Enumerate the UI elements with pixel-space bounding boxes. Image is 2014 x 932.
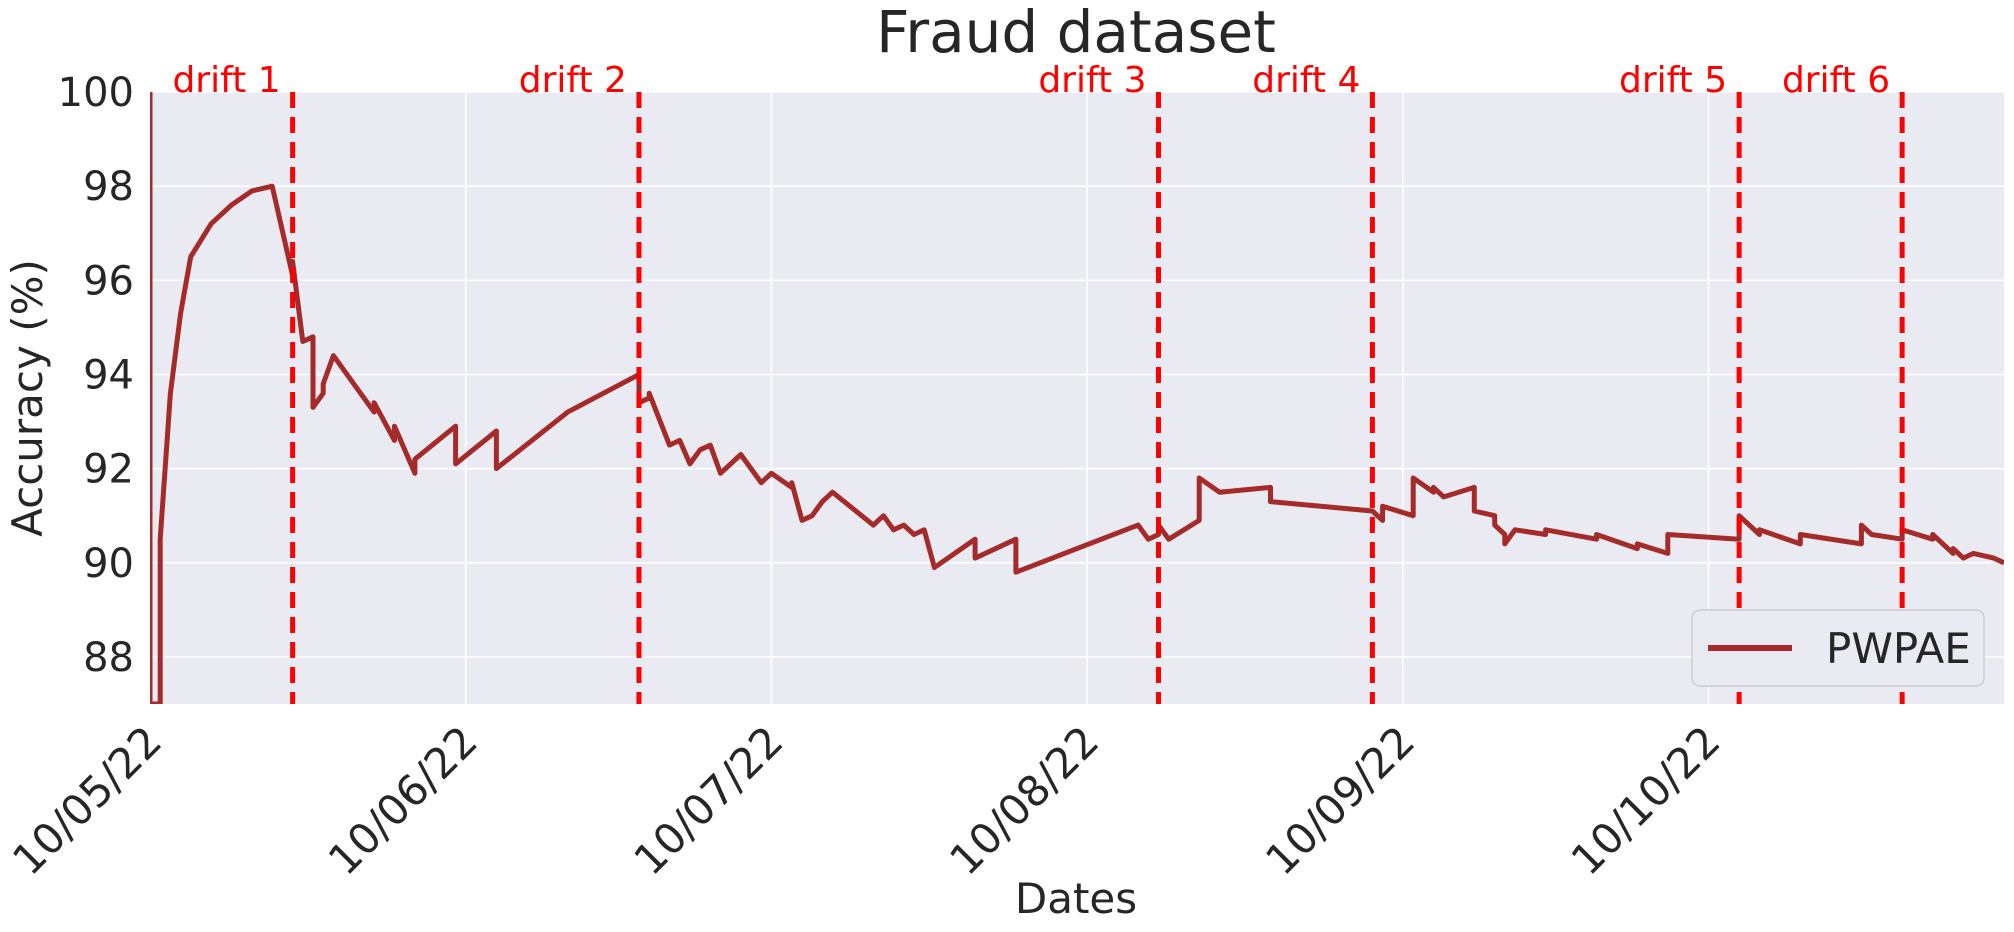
y-tick-label: 92 — [83, 447, 134, 493]
y-tick-label: 90 — [83, 541, 134, 587]
y-tick-label: 100 — [58, 70, 134, 116]
y-axis-label: Accuracy (%) — [3, 259, 52, 537]
legend-box — [1691, 609, 1985, 687]
drift-label-5: drift 5 — [1619, 60, 1727, 101]
series-line-pwpae — [150, 92, 2004, 704]
plot-area — [150, 92, 2004, 704]
x-axis-label: Dates — [1015, 874, 1137, 923]
drift-markers: drift 1 drift 2 drift 3 drift 4 drift 5 drift… — [172, 60, 1905, 704]
x-tick-label: 10/08/22 — [940, 716, 1108, 884]
drift-label-2: drift 2 — [519, 60, 627, 101]
x-axis-ticks: 10/05/22 10/06/22 10/07/22 10/08/22 10/09/22… — [3, 716, 1730, 884]
drift-label-4: drift 4 — [1252, 60, 1360, 101]
y-axis-ticks: 88 90 92 94 96 98 100 — [58, 70, 134, 681]
y-tick-label: 96 — [83, 258, 134, 304]
x-tick-label: 10/07/22 — [624, 716, 792, 884]
x-tick-label: 10/10/22 — [1562, 716, 1730, 884]
drift-label-1: drift 1 — [172, 60, 280, 101]
x-tick-label: 10/09/22 — [1256, 716, 1424, 884]
drift-label-3: drift 3 — [1038, 60, 1146, 101]
legend-label: PWPAE — [1826, 624, 1971, 673]
x-tick-label: 10/05/22 — [3, 716, 171, 884]
y-tick-label: 94 — [83, 352, 134, 398]
series-layer — [150, 92, 2004, 704]
y-tick-label: 98 — [83, 164, 134, 210]
drift-label-6: drift 6 — [1782, 60, 1890, 101]
y-tick-label: 88 — [83, 635, 134, 681]
chart-title: Fraud dataset — [876, 0, 1276, 66]
x-tick-label: 10/06/22 — [319, 716, 487, 884]
legend: PWPAE — [1691, 609, 1985, 687]
